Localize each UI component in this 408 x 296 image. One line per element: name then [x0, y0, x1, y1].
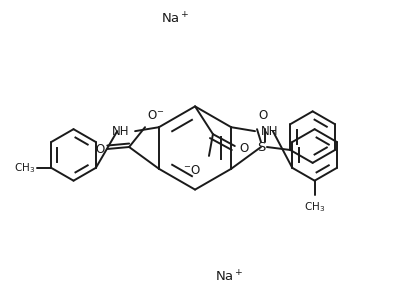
Text: O: O	[240, 141, 249, 155]
Text: O: O	[95, 144, 104, 157]
Text: Na$^+$: Na$^+$	[161, 12, 190, 27]
Text: NH: NH	[112, 125, 129, 138]
Text: Na$^+$: Na$^+$	[215, 269, 244, 284]
Text: CH$_3$: CH$_3$	[304, 200, 325, 214]
Text: $^{-}$O: $^{-}$O	[183, 164, 201, 177]
Text: S: S	[257, 141, 265, 154]
Text: O$^{-}$: O$^{-}$	[147, 109, 164, 122]
Text: CH$_3$: CH$_3$	[14, 161, 35, 175]
Text: NH: NH	[261, 125, 279, 138]
Text: O: O	[258, 109, 268, 122]
